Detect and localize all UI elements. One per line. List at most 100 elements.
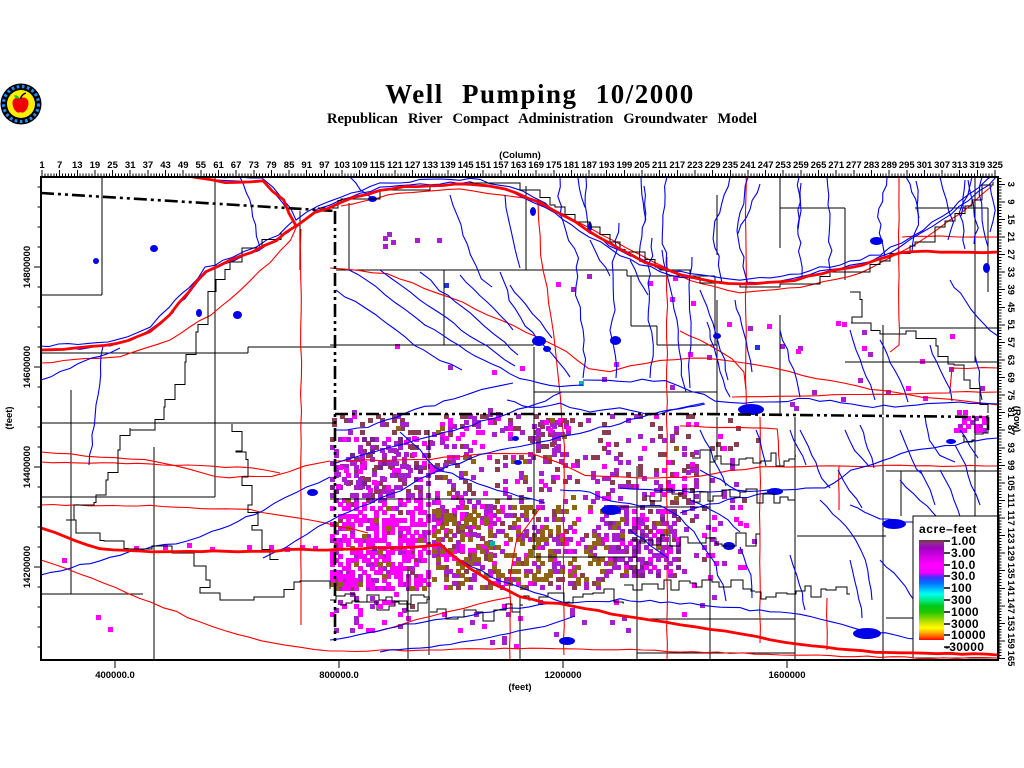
svg-text:271: 271 xyxy=(828,160,845,171)
svg-text:93: 93 xyxy=(1005,443,1016,454)
svg-text:229: 229 xyxy=(705,160,721,171)
svg-text:21: 21 xyxy=(1005,232,1016,243)
svg-text:99: 99 xyxy=(1005,460,1016,471)
svg-text:Well Pumping 10/2000: Well Pumping 10/2000 xyxy=(385,79,695,109)
svg-text:39: 39 xyxy=(1005,284,1016,295)
svg-text:81: 81 xyxy=(1005,407,1016,418)
svg-text:800000.0: 800000.0 xyxy=(319,670,359,681)
svg-text:100: 100 xyxy=(951,581,972,595)
svg-text:31: 31 xyxy=(125,160,136,171)
svg-text:139: 139 xyxy=(440,160,456,171)
svg-text:49: 49 xyxy=(178,160,189,171)
svg-text:325: 325 xyxy=(987,160,1004,171)
svg-text:75: 75 xyxy=(1005,390,1016,401)
svg-text:159: 159 xyxy=(1005,633,1016,649)
svg-text:313: 313 xyxy=(952,160,968,171)
svg-text:145: 145 xyxy=(458,160,475,171)
svg-text:265: 265 xyxy=(811,160,828,171)
svg-text:(feet): (feet) xyxy=(508,682,531,693)
svg-text:19: 19 xyxy=(90,160,101,171)
svg-text:181: 181 xyxy=(563,160,580,171)
svg-text:235: 235 xyxy=(722,160,739,171)
svg-text:45: 45 xyxy=(1005,302,1016,313)
svg-text:73: 73 xyxy=(249,160,260,171)
svg-text:115: 115 xyxy=(370,160,386,171)
svg-text:211: 211 xyxy=(652,160,668,171)
svg-text:13: 13 xyxy=(72,160,83,171)
svg-text:(Column): (Column) xyxy=(499,150,541,161)
svg-text:187: 187 xyxy=(581,160,597,171)
svg-text:30.0: 30.0 xyxy=(951,569,976,583)
svg-text:57: 57 xyxy=(1005,337,1016,348)
svg-text:300: 300 xyxy=(951,593,972,607)
svg-text:247: 247 xyxy=(758,160,774,171)
svg-text:69: 69 xyxy=(1005,372,1016,383)
svg-text:307: 307 xyxy=(934,160,950,171)
svg-text:-30000: -30000 xyxy=(945,640,984,654)
svg-text:3000: 3000 xyxy=(951,617,979,631)
svg-text:153: 153 xyxy=(1005,615,1016,631)
svg-text:97: 97 xyxy=(319,160,330,171)
svg-text:223: 223 xyxy=(687,160,703,171)
svg-text:199: 199 xyxy=(616,160,632,171)
svg-text:117: 117 xyxy=(1005,510,1016,525)
svg-text:1600000: 1600000 xyxy=(769,670,806,681)
svg-text:105: 105 xyxy=(1005,475,1016,492)
svg-text:283: 283 xyxy=(864,160,880,171)
svg-text:(Row): (Row) xyxy=(1011,406,1022,432)
svg-text:43: 43 xyxy=(160,160,171,171)
svg-text:(feet): (feet) xyxy=(4,406,15,429)
svg-text:85: 85 xyxy=(284,160,295,171)
svg-text:14200000: 14200000 xyxy=(22,546,33,588)
svg-text:37: 37 xyxy=(143,160,154,171)
svg-text:301: 301 xyxy=(916,160,933,171)
svg-text:277: 277 xyxy=(846,160,862,171)
svg-text:14600000: 14600000 xyxy=(22,346,33,388)
svg-text:193: 193 xyxy=(599,160,615,171)
svg-text:121: 121 xyxy=(387,160,404,171)
svg-text:253: 253 xyxy=(775,160,791,171)
svg-text:289: 289 xyxy=(881,160,897,171)
svg-text:259: 259 xyxy=(793,160,809,171)
svg-text:61: 61 xyxy=(213,160,224,171)
svg-text:135: 135 xyxy=(1005,563,1016,580)
svg-text:205: 205 xyxy=(634,160,651,171)
svg-text:109: 109 xyxy=(352,160,368,171)
svg-text:10.0: 10.0 xyxy=(951,558,976,572)
svg-text:133: 133 xyxy=(422,160,438,171)
svg-text:129: 129 xyxy=(1005,545,1016,561)
svg-text:1000: 1000 xyxy=(951,605,979,619)
svg-text:169: 169 xyxy=(528,160,544,171)
svg-text:7: 7 xyxy=(57,160,62,171)
svg-text:63: 63 xyxy=(1005,355,1016,366)
svg-text:14400000: 14400000 xyxy=(22,446,33,488)
svg-text:87: 87 xyxy=(1005,425,1016,436)
svg-text:10000: 10000 xyxy=(951,628,986,642)
svg-text:1: 1 xyxy=(39,160,45,171)
svg-text:14800000: 14800000 xyxy=(22,246,33,288)
svg-text:319: 319 xyxy=(969,160,985,171)
svg-text:1200000: 1200000 xyxy=(545,670,582,681)
svg-text:165: 165 xyxy=(1005,651,1016,668)
svg-text:25: 25 xyxy=(107,160,118,171)
svg-text:91: 91 xyxy=(301,160,312,171)
svg-text:295: 295 xyxy=(899,160,916,171)
svg-text:Republican River Compact Admin: Republican River Compact Administration … xyxy=(327,111,757,127)
svg-text:79: 79 xyxy=(266,160,277,171)
svg-text:163: 163 xyxy=(511,160,527,171)
svg-text:111: 111 xyxy=(1005,493,1016,509)
svg-text:15: 15 xyxy=(1005,214,1016,225)
svg-text:151: 151 xyxy=(475,160,492,171)
svg-text:217: 217 xyxy=(669,160,685,171)
svg-text:9: 9 xyxy=(1005,199,1016,204)
svg-text:55: 55 xyxy=(196,160,207,171)
svg-text:67: 67 xyxy=(231,160,242,171)
svg-text:141: 141 xyxy=(1005,580,1016,597)
svg-text:3.00: 3.00 xyxy=(951,546,976,560)
svg-text:51: 51 xyxy=(1005,320,1016,331)
svg-text:33: 33 xyxy=(1005,267,1016,278)
svg-text:3: 3 xyxy=(1005,182,1016,187)
svg-text:400000.0: 400000.0 xyxy=(95,670,135,681)
svg-text:acre–feet: acre–feet xyxy=(919,522,977,536)
svg-text:27: 27 xyxy=(1005,249,1016,260)
